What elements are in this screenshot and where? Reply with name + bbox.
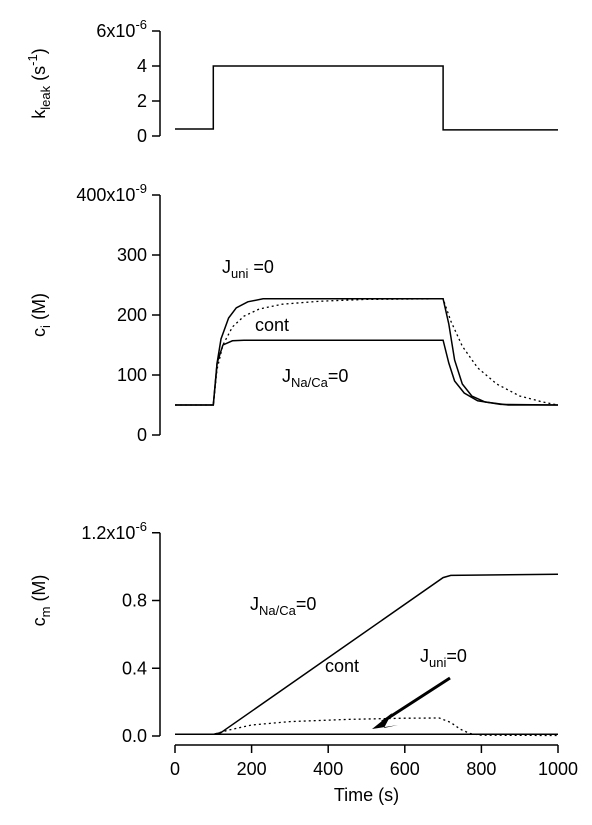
annotation-label-part-2: =0 xyxy=(248,257,274,277)
annotation-label-part-1: uni xyxy=(231,266,248,281)
y-tick-label-part-0: 0.4 xyxy=(122,658,147,678)
annotation-label-part-2: =0 xyxy=(446,646,467,666)
y-tick-label: 4 xyxy=(137,56,147,76)
y-axis-label-part-3: -1 xyxy=(25,54,40,66)
y-tick-label-part-1: -9 xyxy=(135,181,147,196)
y-axis-label-part-0: c xyxy=(29,617,49,626)
x-tick-label: 800 xyxy=(466,759,496,779)
y-tick-label: 0.4 xyxy=(122,658,147,678)
annotation-label-part-2: =0 xyxy=(296,594,317,614)
series-line-2 xyxy=(175,717,559,737)
y-tick-label-part-1: -6 xyxy=(135,519,147,534)
y-tick-label-part-0: 2 xyxy=(137,91,147,111)
y-axis-label-group: ci (M) xyxy=(29,293,53,337)
series-line-2 xyxy=(175,298,559,406)
annotation-label-part-1: Na/Ca xyxy=(291,375,329,390)
y-tick-label-part-0: 0 xyxy=(137,126,147,146)
annotation-label-part-0: cont xyxy=(255,315,289,335)
y-axis-label-part-1: i xyxy=(38,325,53,328)
series-line-3 xyxy=(175,339,559,406)
x-axis-label-part-0: Time (s) xyxy=(334,785,399,805)
y-tick-label: 6x10-6 xyxy=(96,17,147,41)
x-tick-label: 600 xyxy=(390,759,420,779)
panel-3: 0.0 0.4 0.8 1.2x10-6 cm (M) 0 200 400 600 800 1000… xyxy=(29,519,578,805)
annotation-label-part-0: J xyxy=(222,257,231,277)
series-line-1 xyxy=(175,573,559,736)
annotation-label: JNa/Ca=0 xyxy=(250,594,316,618)
y-tick-label: 0.0 xyxy=(122,726,147,746)
series-line-1 xyxy=(175,298,558,406)
y-axis-label-part-2: (M) xyxy=(29,575,49,607)
y-tick-label-part-0: 400x10 xyxy=(76,185,135,205)
y-tick-label: 1.2x10-6 xyxy=(81,519,147,543)
x-tick-label-part-0: 400 xyxy=(313,759,343,779)
y-tick-label: 2 xyxy=(137,91,147,111)
y-axis-label-part-0: k xyxy=(29,109,49,119)
y-axis-label-part-1: m xyxy=(38,607,53,618)
annotation-label: JNa/Ca=0 xyxy=(282,366,348,390)
y-axis-label-part-2: (M) xyxy=(29,293,49,325)
x-tick-label-part-0: 800 xyxy=(466,759,496,779)
y-tick-label-part-0: 6x10 xyxy=(96,21,135,41)
x-tick-label-part-0: 0 xyxy=(170,759,180,779)
y-axis-label-part-1: leak xyxy=(38,85,53,109)
y-axis-label-group: cm (M) xyxy=(29,575,53,627)
y-axis-label: kleak (s-1) xyxy=(25,48,53,118)
x-axis-label: Time (s) xyxy=(334,785,399,805)
x-tick-label: 0 xyxy=(170,759,180,779)
y-tick-label: 300 xyxy=(117,245,147,265)
y-tick-label-part-0: 300 xyxy=(117,245,147,265)
annotation-label-part-1: Na/Ca xyxy=(259,603,297,618)
y-tick-label-part-0: 100 xyxy=(117,365,147,385)
y-tick-label-part-1: -6 xyxy=(135,17,147,32)
y-tick-label: 400x10-9 xyxy=(76,181,147,205)
y-tick-label: 0 xyxy=(137,126,147,146)
x-tick-label: 400 xyxy=(313,759,343,779)
annotation-label-part-2: =0 xyxy=(328,366,349,386)
y-tick-label: 0 xyxy=(137,425,147,445)
y-axis-label: ci (M) xyxy=(29,293,53,337)
y-tick-label-part-0: 0.8 xyxy=(122,591,147,611)
x-tick-label-part-0: 1000 xyxy=(538,759,578,779)
annotation-label: Juni =0 xyxy=(222,257,274,281)
y-axis-label-part-2: (s xyxy=(29,66,49,86)
y-axis-label: cm (M) xyxy=(29,575,53,627)
annotation-label-part-0: cont xyxy=(325,656,359,676)
y-axis-label-part-0: c xyxy=(29,328,49,337)
annotation-label: cont xyxy=(255,315,289,335)
annotation-arrow-shaft xyxy=(381,676,451,724)
y-tick-label-part-0: 0 xyxy=(137,425,147,445)
annotation-label-part-0: J xyxy=(282,366,291,386)
annotation-label-part-1: uni xyxy=(429,655,446,670)
y-axis-label-part-4: ) xyxy=(29,48,49,54)
annotation-label: Juni=0 xyxy=(420,646,467,670)
y-tick-label: 200 xyxy=(117,305,147,325)
annotation-arrow-head xyxy=(372,713,398,729)
annotation-label: cont xyxy=(325,656,359,676)
y-axis-label-group: kleak (s-1) xyxy=(25,48,53,118)
x-tick-label: 1000 xyxy=(538,759,578,779)
y-tick-label-part-0: 1.2x10 xyxy=(81,523,135,543)
series-line-1 xyxy=(175,65,558,131)
y-tick-label: 0.8 xyxy=(122,591,147,611)
x-tick-label-part-0: 200 xyxy=(237,759,267,779)
x-tick-label-part-0: 600 xyxy=(390,759,420,779)
y-tick-label-part-0: 0.0 xyxy=(122,726,147,746)
annotation-label-part-0: J xyxy=(250,594,259,614)
y-tick-label: 100 xyxy=(117,365,147,385)
y-tick-label-part-0: 200 xyxy=(117,305,147,325)
y-tick-label-part-0: 4 xyxy=(137,56,147,76)
x-tick-label: 200 xyxy=(237,759,267,779)
annotation-label-part-0: J xyxy=(420,646,429,666)
